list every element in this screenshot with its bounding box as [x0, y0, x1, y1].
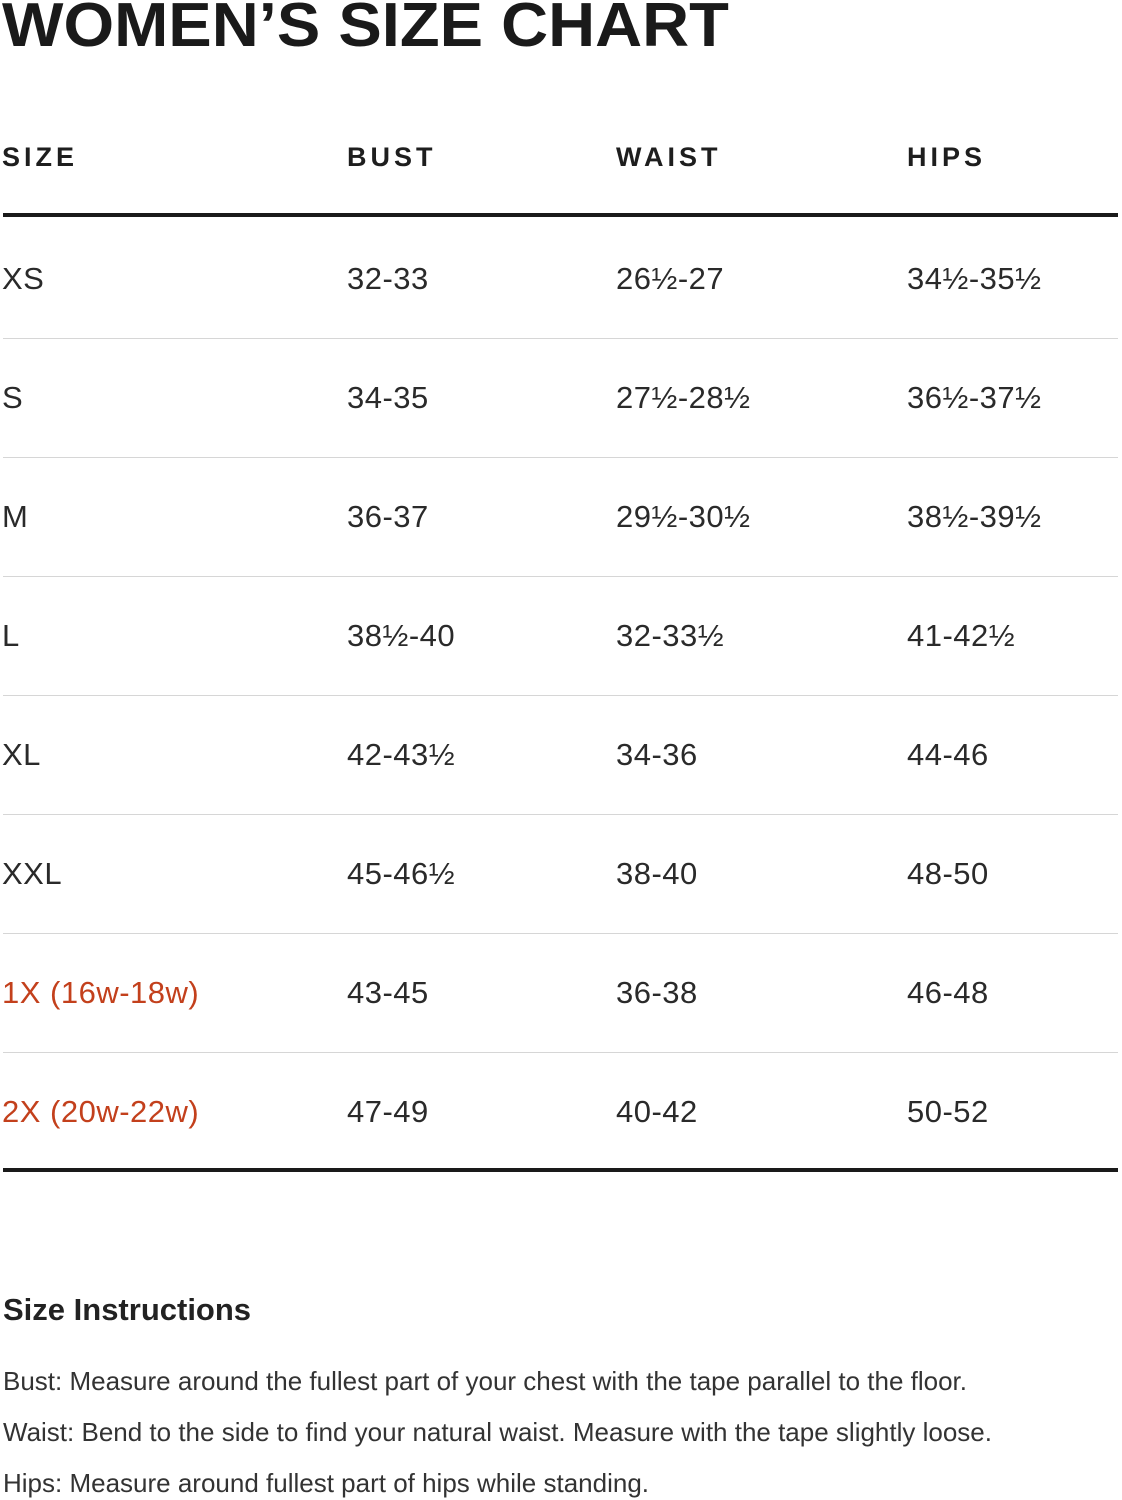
table-cell: 32-33½ [616, 618, 725, 653]
instructions-title: Size Instructions [3, 1292, 252, 1327]
table-cell: 26½-27 [616, 261, 725, 296]
instruction-line: Waist: Bend to the side to find your nat… [3, 1417, 992, 1447]
row-divider [3, 814, 1118, 815]
table-cell: 42-43½ [347, 737, 456, 772]
table-cell: S [2, 380, 24, 415]
row-divider [3, 933, 1118, 934]
table-cell: 38-40 [616, 856, 698, 891]
table-cell: 41-42½ [907, 618, 1016, 653]
table-cell: 44-46 [907, 737, 989, 772]
table-cell: XS [2, 261, 45, 296]
row-divider [3, 457, 1118, 458]
table-cell: XXL [2, 856, 63, 891]
table-bottom-rule [3, 1168, 1118, 1172]
table-cell: 38½-40 [347, 618, 456, 653]
table-cell: M [2, 499, 29, 534]
table-cell: 36½-37½ [907, 380, 1042, 415]
table-cell: 43-45 [347, 975, 429, 1010]
column-header: BUST [347, 142, 437, 172]
row-divider [3, 576, 1118, 577]
table-cell: 32-33 [347, 261, 429, 296]
table-cell: 1X (16w-18w) [2, 975, 200, 1010]
table-cell: L [2, 618, 20, 653]
column-header: SIZE [2, 142, 79, 172]
column-header: HIPS [907, 142, 987, 172]
row-divider [3, 695, 1118, 696]
column-header: WAIST [616, 142, 722, 172]
table-cell: 34-36 [616, 737, 698, 772]
title: WOMEN’S SIZE CHART [2, 0, 729, 60]
table-cell: 50-52 [907, 1094, 989, 1129]
table-cell: 34-35 [347, 380, 429, 415]
instruction-line: Bust: Measure around the fullest part of… [3, 1366, 967, 1396]
row-divider [3, 1052, 1118, 1053]
table-cell: 29½-30½ [616, 499, 751, 534]
instruction-line: Hips: Measure around fullest part of hip… [3, 1468, 650, 1498]
table-cell: XL [2, 737, 41, 772]
header-rule [3, 213, 1118, 217]
table-cell: 45-46½ [347, 856, 456, 891]
table-cell: 46-48 [907, 975, 989, 1010]
table-cell: 36-38 [616, 975, 698, 1010]
table-cell: 2X (20w-22w) [2, 1094, 200, 1129]
row-divider [3, 338, 1118, 339]
table-cell: 47-49 [347, 1094, 429, 1129]
table-cell: 36-37 [347, 499, 429, 534]
table-cell: 27½-28½ [616, 380, 751, 415]
table-cell: 48-50 [907, 856, 989, 891]
table-cell: 34½-35½ [907, 261, 1042, 296]
table-cell: 38½-39½ [907, 499, 1042, 534]
table-cell: 40-42 [616, 1094, 698, 1129]
